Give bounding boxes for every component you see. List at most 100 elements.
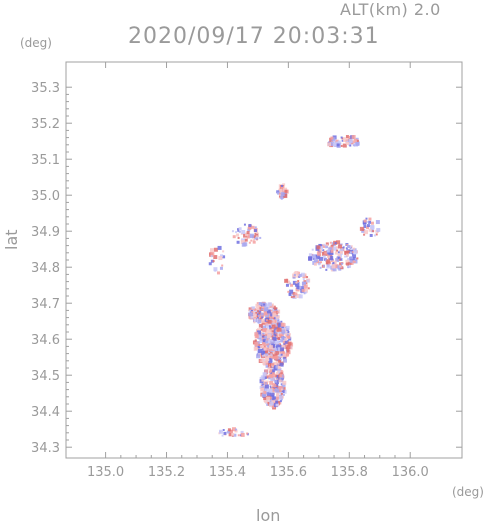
data-point (369, 233, 373, 237)
data-point (221, 264, 224, 267)
data-point (297, 280, 300, 283)
data-point (267, 302, 272, 307)
data-point (334, 251, 338, 255)
y-tick-label: 34.9 (31, 225, 60, 240)
data-point (284, 189, 288, 193)
data-point (266, 380, 269, 383)
data-point (266, 375, 270, 379)
data-point (346, 140, 349, 143)
data-point (319, 256, 324, 261)
data-point (319, 266, 322, 269)
data-point (271, 324, 276, 329)
data-point (259, 334, 262, 337)
data-point (266, 396, 271, 401)
data-point (280, 394, 283, 397)
y-tick-label: 34.3 (31, 441, 60, 456)
data-point (284, 339, 289, 344)
data-point (337, 253, 341, 257)
data-point (265, 340, 269, 344)
data-point (298, 294, 303, 299)
data-point (280, 392, 283, 395)
data-point (276, 344, 280, 348)
data-point (335, 246, 338, 249)
data-point (261, 348, 264, 351)
data-point (285, 283, 289, 287)
data-point (263, 380, 266, 383)
data-point (281, 351, 285, 355)
data-point (275, 315, 279, 319)
data-point (237, 229, 240, 232)
data-point (262, 349, 267, 354)
data-point (317, 261, 321, 265)
data-point (313, 258, 318, 263)
data-point (270, 356, 273, 359)
data-point (301, 286, 305, 290)
data-point (275, 335, 278, 338)
data-point (243, 242, 248, 247)
data-point (222, 428, 225, 431)
data-point (268, 345, 273, 350)
data-point (270, 377, 275, 382)
data-point (278, 379, 282, 383)
data-point (257, 319, 262, 324)
data-point (210, 251, 215, 256)
data-point (372, 230, 375, 233)
data-point (208, 262, 212, 266)
data-point (324, 251, 328, 255)
data-point (359, 226, 364, 231)
data-point (222, 250, 225, 253)
data-point (235, 231, 238, 234)
data-point (305, 291, 308, 294)
data-point (294, 296, 297, 299)
data-point (253, 346, 258, 351)
data-point (286, 334, 291, 339)
data-point (319, 246, 324, 251)
data-point (262, 335, 265, 338)
data-point (368, 220, 372, 224)
data-point (277, 323, 282, 328)
data-point (259, 340, 263, 344)
data-point (255, 303, 260, 308)
data-point (353, 250, 358, 255)
data-point (266, 338, 269, 341)
data-point (263, 395, 268, 400)
data-point (255, 311, 258, 314)
data-point (264, 324, 269, 329)
data-point (274, 334, 277, 337)
data-point (327, 255, 331, 259)
data-point (261, 325, 266, 330)
data-point (218, 256, 223, 261)
data-point (271, 405, 275, 409)
data-point (226, 430, 230, 434)
data-point (265, 356, 270, 361)
data-point (293, 273, 296, 276)
data-point (246, 235, 250, 239)
y-tick-label: 34.5 (31, 369, 60, 384)
data-point (325, 242, 329, 246)
data-point (326, 259, 331, 264)
data-point (271, 365, 274, 368)
data-point (337, 140, 341, 144)
data-point (270, 340, 275, 345)
data-point (271, 371, 275, 375)
data-point (280, 194, 285, 199)
data-point (252, 313, 257, 318)
y-axis-unit: (deg) (20, 36, 52, 50)
data-point (214, 269, 217, 272)
data-point (263, 303, 266, 306)
x-tick-label: 135.0 (87, 465, 124, 480)
data-point (255, 235, 258, 238)
data-point (335, 141, 339, 145)
data-point (254, 334, 259, 339)
data-point (258, 323, 263, 328)
data-point (273, 389, 276, 392)
data-point (356, 257, 359, 260)
data-point (362, 228, 365, 231)
data-point (237, 434, 240, 437)
data-point (264, 360, 269, 365)
data-point (353, 138, 358, 143)
data-point (265, 363, 270, 368)
data-point (277, 347, 282, 352)
data-point (213, 267, 218, 272)
data-point (346, 244, 349, 247)
